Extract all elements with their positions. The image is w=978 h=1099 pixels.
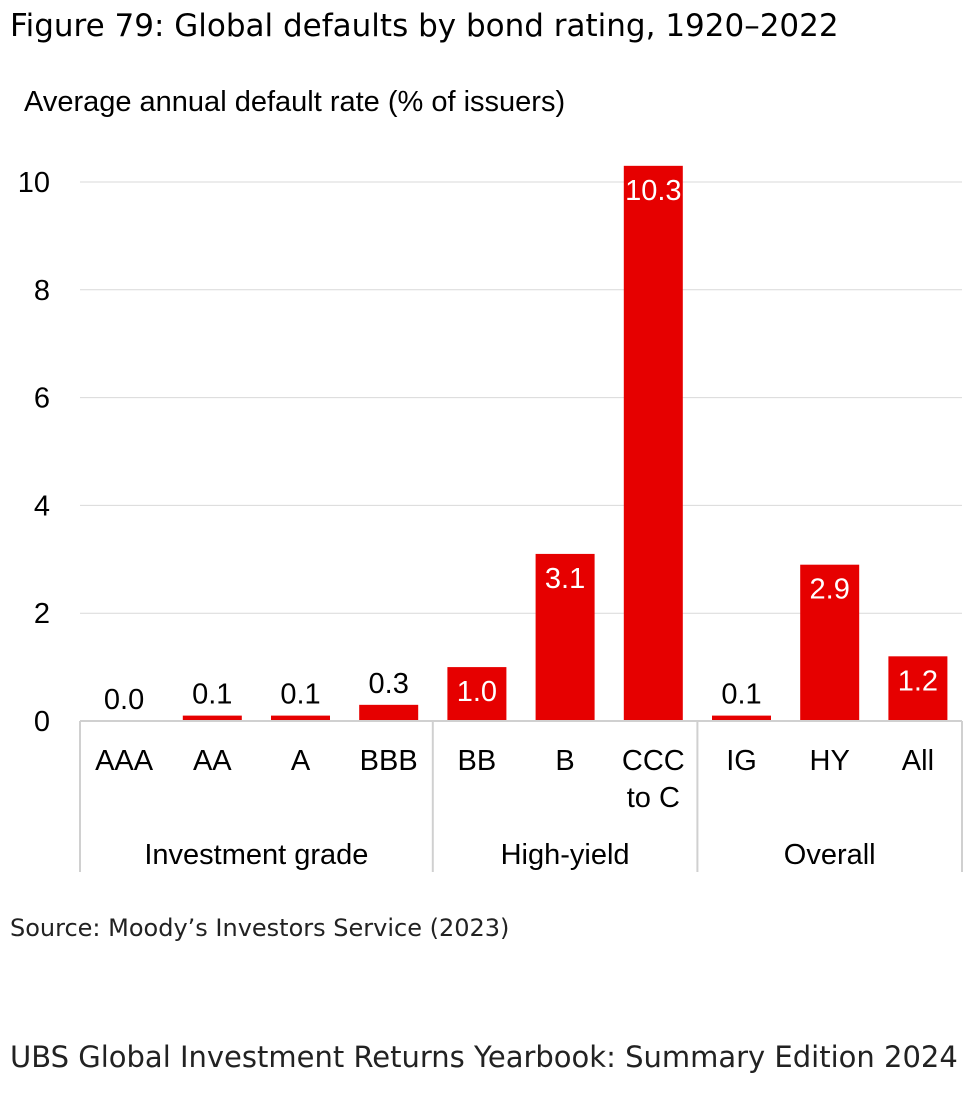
data-label: 0.1	[280, 679, 320, 711]
x-tick-label: AAA	[95, 745, 154, 777]
figure-title: Figure 79: Global defaults by bond ratin…	[10, 8, 839, 44]
bars: 0.0 0.1 0.1 0.3 1.0 3.1 10.3 0.1 2.9 1.2	[104, 165, 948, 721]
x-tick-label: BB	[458, 745, 497, 777]
x-tick-label: A	[291, 745, 311, 777]
data-label: 0.0	[104, 684, 144, 716]
x-tick-label: AA	[193, 745, 232, 777]
y-tick-label: 4	[34, 490, 50, 522]
y-tick-label: 6	[34, 383, 50, 415]
y-axis-label: Average annual default rate (% of issuer…	[24, 86, 566, 118]
bar	[535, 553, 595, 721]
source-note: Source: Moody’s Investors Service (2023)	[10, 914, 510, 942]
group-label: High-yield	[501, 839, 630, 871]
x-tick-label: to C	[627, 782, 680, 814]
x-tick-label: B	[555, 745, 574, 777]
data-label: 0.3	[369, 668, 409, 700]
bar	[271, 715, 330, 721]
publication-footer: UBS Global Investment Returns Yearbook: …	[10, 1040, 958, 1074]
gridlines: 0 2 4 6 8 10	[18, 167, 962, 738]
x-tick-label: All	[902, 745, 934, 777]
bar	[359, 704, 419, 721]
data-label: 10.3	[625, 175, 681, 207]
data-label: 2.9	[810, 574, 850, 606]
data-label: 1.2	[898, 665, 938, 697]
x-tick-label: IG	[726, 745, 757, 777]
y-tick-label: 10	[18, 167, 50, 199]
data-label: 0.1	[721, 679, 761, 711]
bar	[623, 165, 683, 721]
bar	[888, 656, 948, 721]
x-tick-label: BBB	[360, 745, 418, 777]
y-tick-label: 2	[34, 598, 50, 630]
data-label: 1.0	[457, 676, 497, 708]
y-tick-label: 0	[34, 706, 50, 738]
group-label: Investment grade	[144, 839, 368, 871]
data-label: 0.1	[192, 679, 232, 711]
bar	[800, 564, 860, 721]
x-tick-label: HY	[810, 745, 850, 777]
data-label: 3.1	[545, 563, 585, 595]
x-tick-label: CCC	[622, 745, 685, 777]
bar	[447, 667, 507, 721]
group-label: Overall	[784, 839, 876, 871]
y-tick-label: 8	[34, 275, 50, 307]
bar	[712, 715, 771, 721]
bar	[182, 715, 242, 721]
